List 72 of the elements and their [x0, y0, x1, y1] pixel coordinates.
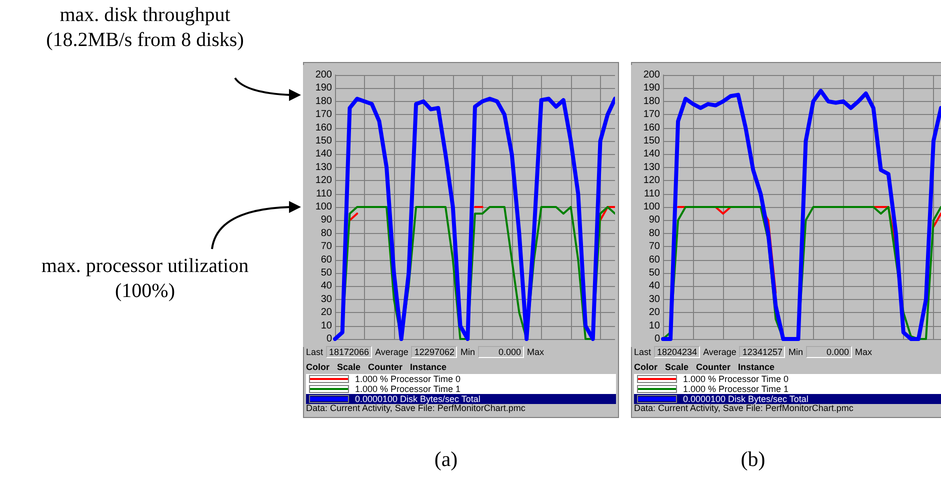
y-tick-label: 0 — [654, 334, 660, 344]
y-tick-label: 70 — [320, 241, 332, 252]
y-tick-label: 20 — [648, 307, 660, 318]
y-tick-label: 90 — [648, 214, 660, 226]
text: Min — [788, 347, 803, 357]
y-tick-label: 90 — [320, 214, 332, 226]
text: 12341257 — [739, 346, 786, 358]
y-tick-label: 140 — [643, 148, 660, 160]
y-tick-label: 30 — [320, 294, 332, 305]
y-tick-label: 140 — [315, 148, 332, 160]
y-tick-label: 10 — [648, 320, 660, 332]
text: 18172066 — [326, 346, 372, 358]
y-tick-label: 100 — [643, 202, 660, 212]
text: 0.000 — [478, 346, 524, 358]
y-tick-label: 50 — [320, 268, 332, 278]
legend-label: 1.000 % Processor Time 0 — [683, 374, 789, 384]
y-tick-label: 110 — [644, 188, 660, 200]
y-tick-label: 30 — [648, 294, 660, 305]
y-tick-label: 160 — [643, 122, 660, 134]
y-tick-label: 120 — [643, 175, 660, 186]
y-tick-label: 200 — [643, 70, 660, 80]
text: 12297062 — [411, 346, 458, 358]
y-tick-label: 200 — [315, 70, 332, 80]
y-tick-label: 120 — [315, 175, 332, 186]
y-tick-label: 180 — [643, 96, 660, 107]
y-tick-label: 80 — [648, 228, 660, 239]
text: Max — [854, 347, 872, 357]
y-tick-label: 130 — [643, 162, 660, 173]
y-tick-label: 130 — [315, 162, 332, 173]
y-tick-label: 10 — [320, 320, 332, 332]
text: Min — [460, 347, 475, 357]
y-tick-label: 150 — [315, 136, 332, 146]
y-tick-label: 80 — [320, 228, 332, 239]
y-tick-label: 150 — [643, 136, 660, 146]
legend-title: Color Scale Counter Instance — [306, 362, 448, 374]
line-series — [333, 96, 615, 341]
y-tick-label: 0 — [326, 334, 332, 344]
text: Max — [526, 347, 544, 357]
y-tick-label: 180 — [315, 96, 332, 107]
text: 0.000 — [806, 346, 852, 358]
y-tick-label: 50 — [648, 268, 660, 278]
text: max. disk throughput (18.2MB/s from 8 disks) — [45, 3, 245, 53]
y-tick-label: 60 — [320, 254, 332, 266]
y-tick-label: 170 — [643, 109, 660, 120]
text: 18204234 — [654, 346, 700, 358]
text: Average — [703, 347, 736, 357]
legend-label: 0.0000100 Disk Bytes/sec Total — [355, 394, 480, 404]
y-tick-label: 190 — [643, 82, 660, 94]
y-tick-label: 70 — [648, 241, 660, 252]
text: Last — [634, 347, 652, 357]
y-tick-label: 40 — [320, 280, 332, 292]
text: Data: Current Activity, Save File: PerfMonitorChart.pmc — [634, 403, 854, 413]
text: Data: Current Activity, Save File: PerfMonitorChart.pmc — [306, 403, 526, 413]
legend-label: 1.000 % Processor Time 1 — [683, 384, 789, 394]
y-tick-label: 160 — [315, 122, 332, 134]
y-tick-label: 60 — [648, 254, 660, 266]
legend-label: 0.0000100 Disk Bytes/sec Total — [683, 394, 808, 404]
legend-label: 1.000 % Processor Time 1 — [355, 384, 461, 394]
text: (b) — [740, 447, 766, 472]
text: max. processor utilization (100%) — [40, 254, 250, 304]
text: Average — [375, 347, 408, 357]
y-tick-label: 40 — [648, 280, 660, 292]
y-tick-label: 20 — [320, 307, 332, 318]
legend-label: 1.000 % Processor Time 0 — [355, 374, 461, 384]
y-tick-label: 170 — [315, 109, 332, 120]
y-tick-label: 190 — [315, 82, 332, 94]
legend-title: Color Scale Counter Instance — [634, 362, 776, 374]
y-tick-label: 100 — [315, 202, 332, 212]
text: Last — [306, 347, 324, 357]
y-tick-label: 110 — [316, 188, 332, 200]
line-series — [661, 88, 941, 341]
text: (a) — [433, 447, 459, 472]
